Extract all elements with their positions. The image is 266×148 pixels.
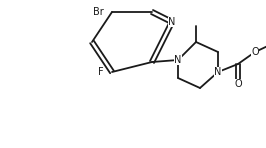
Text: O: O	[251, 47, 259, 57]
Text: N: N	[214, 67, 222, 77]
Text: N: N	[168, 17, 176, 27]
Text: F: F	[98, 67, 104, 77]
Text: O: O	[234, 79, 242, 89]
Text: N: N	[174, 55, 182, 65]
Text: Br: Br	[93, 7, 104, 17]
